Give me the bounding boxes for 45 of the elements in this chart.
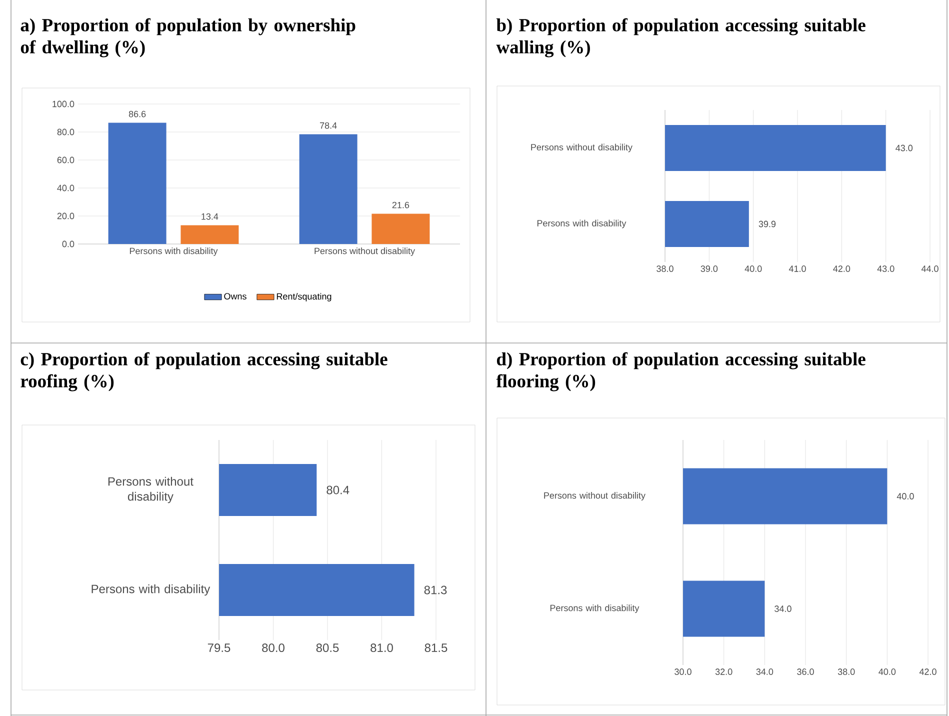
- x-tick-label: 30.0: [674, 668, 692, 675]
- y-tick-label: 60.0: [57, 156, 74, 164]
- bar: [180, 225, 239, 244]
- data-label: 80.4: [326, 486, 350, 494]
- data-label: 34.0: [774, 606, 792, 612]
- data-label: 39.9: [758, 220, 776, 228]
- x-tick-label: 32.0: [715, 668, 732, 675]
- x-tick-label: 41.0: [788, 266, 806, 272]
- data-label: 13.4: [202, 213, 218, 220]
- x-tick-label: 39.0: [700, 266, 718, 272]
- x-tick-label: 40.0: [878, 668, 896, 675]
- data-label: 21.6: [392, 202, 410, 208]
- chart-title: a) Proportion of population by ownership of dwelling (%): [20, 18, 356, 58]
- data-label: 81.3: [424, 586, 447, 594]
- legend-label: Rent/squating: [276, 292, 332, 302]
- x-tick-label: 81.0: [370, 644, 393, 652]
- bar: [108, 122, 166, 244]
- x-tick-label: 79.5: [208, 644, 230, 652]
- x-tick-label: 38.0: [656, 266, 674, 272]
- bar: [299, 134, 358, 244]
- x-tick-label: 40.0: [744, 266, 762, 272]
- y-tick-label: 20.0: [57, 212, 74, 220]
- x-tick-label: 43.0: [877, 266, 894, 272]
- legend-label: Owns: [224, 293, 246, 300]
- x-tick-label: 80.5: [316, 644, 339, 652]
- y-tick-label: 0.0: [62, 240, 74, 248]
- y-tick-label: 100.0: [52, 100, 74, 108]
- chart-title: d) Proportion of population accessing suitable flooring (%): [496, 352, 866, 392]
- x-tick-label: 38.0: [838, 668, 855, 675]
- x-tick-label: 81.5: [424, 644, 448, 652]
- data-label: 40.0: [896, 493, 914, 500]
- x-tick-label: 44.0: [921, 266, 938, 272]
- data-label: 86.6: [128, 110, 146, 118]
- x-tick-label: 36.0: [797, 668, 814, 675]
- data-label: 43.0: [896, 144, 913, 152]
- chart-title: b) Proportion of population accessing suitable walling (%): [496, 18, 866, 58]
- bar: [372, 214, 430, 244]
- data-label: 78.4: [320, 122, 337, 129]
- x-tick-label: 42.0: [919, 668, 936, 675]
- x-tick-label: 34.0: [756, 668, 774, 675]
- y-tick-label: 40.0: [57, 184, 74, 192]
- x-tick-label: 80.0: [262, 644, 284, 652]
- chart-title: c) Proportion of population accessing suitable roofing (%): [20, 352, 388, 392]
- y-tick-label: 80.0: [57, 128, 74, 136]
- x-tick-label: 42.0: [833, 266, 850, 272]
